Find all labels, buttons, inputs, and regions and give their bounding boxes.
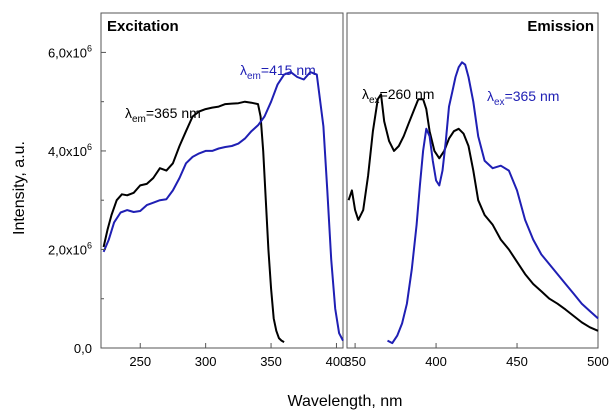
y-tick-mantissa: 4,0x10: [48, 144, 87, 159]
series-label-subscript: ex: [369, 95, 380, 106]
series-label: λex=365 nm: [487, 88, 559, 108]
series-label: λem=415 nm: [240, 62, 316, 82]
series-line: [102, 71, 344, 342]
series-label-symbol: λ: [487, 88, 494, 104]
x-tick-label: 350: [260, 354, 282, 369]
series-label-text: =260 nm: [380, 86, 435, 102]
x-tick-label: 500: [587, 354, 609, 369]
y-tick-label: 0,0: [74, 341, 92, 356]
series-label-subscript: em: [247, 71, 261, 82]
series-label-subscript: ex: [494, 97, 505, 108]
y-tick-exponent: 6: [87, 142, 92, 152]
y-tick-label: 6,0x106: [48, 43, 92, 60]
x-tick-label: 400: [425, 354, 447, 369]
series-label-text: =415 nm: [261, 62, 316, 78]
panel-frame: [100, 12, 344, 349]
series-label-symbol: λ: [240, 62, 247, 78]
x-axis-label: Wavelength, nm: [287, 393, 402, 410]
y-tick-exponent: 6: [87, 43, 92, 53]
y-tick-label: 4,0x106: [48, 142, 92, 159]
series-label-text: =365 nm: [146, 105, 201, 121]
y-tick-label: 2,0x106: [48, 240, 92, 257]
x-tick-label: 400: [326, 354, 348, 369]
series-label: λem=365 nm: [125, 105, 201, 125]
x-tick-label: 450: [506, 354, 528, 369]
x-tick-label: 250: [129, 354, 151, 369]
series-label-subscript: em: [132, 114, 146, 125]
y-tick-exponent: 6: [87, 240, 92, 250]
series-label-symbol: λ: [362, 86, 369, 102]
panel-title: Excitation: [107, 18, 179, 35]
series-line: [347, 93, 599, 332]
y-axis-label: Intensity, a.u.: [11, 141, 28, 235]
series-line: [102, 100, 285, 343]
x-tick-label: 350: [344, 354, 366, 369]
series-label-symbol: λ: [125, 105, 132, 121]
panel-title: Emission: [527, 18, 594, 35]
y-tick-mantissa: 0,0: [74, 341, 92, 356]
panel-frame: [346, 12, 599, 349]
series-label-text: =365 nm: [505, 88, 560, 104]
series-line: [387, 61, 599, 345]
x-tick-label: 300: [195, 354, 217, 369]
series-label: λex=260 nm: [362, 86, 434, 106]
y-tick-mantissa: 6,0x10: [48, 45, 87, 60]
y-tick-mantissa: 2,0x10: [48, 242, 87, 257]
